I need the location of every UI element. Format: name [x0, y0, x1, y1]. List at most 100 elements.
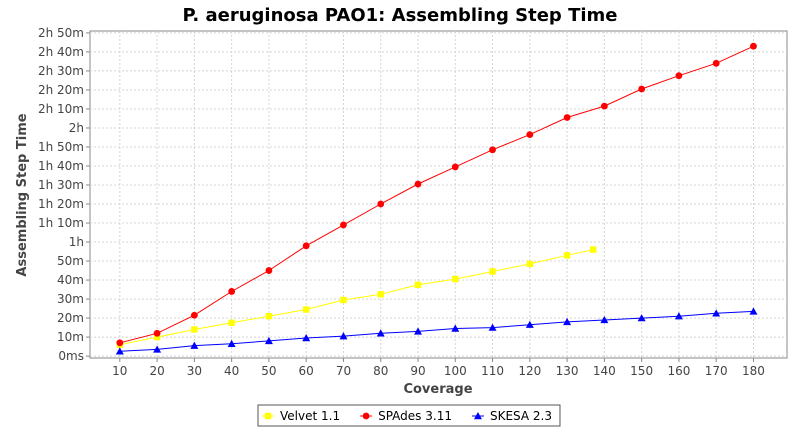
data-point	[153, 333, 161, 341]
legend-label: Velvet 1.1	[280, 409, 340, 423]
x-tick-label: 40	[224, 364, 239, 378]
data-point	[116, 339, 124, 347]
legend-marker	[473, 412, 482, 420]
x-tick-label: 90	[410, 364, 425, 378]
x-tick-label: 110	[481, 364, 504, 378]
legend-item: SKESA 2.3	[471, 409, 552, 423]
data-point	[674, 312, 683, 320]
x-tick-label: 10	[112, 364, 127, 378]
y-tick-label: 2h 40m	[38, 45, 84, 59]
data-point	[227, 339, 236, 347]
y-axis: 0ms 10m 20m 30m 40m 50m 1h 1h 10m 1h 20m 1h 30m 1h…	[38, 26, 90, 363]
data-point	[340, 296, 347, 304]
data-point	[488, 323, 497, 331]
legend-item: SPAdes 3.11	[360, 409, 452, 423]
series-spades-3-11	[116, 42, 757, 347]
x-tick-label: 100	[444, 364, 467, 378]
data-point	[750, 42, 757, 50]
x-tick-label: 60	[299, 364, 314, 378]
y-tick-label: 2h	[69, 121, 84, 135]
data-point	[489, 146, 496, 154]
data-point	[376, 329, 385, 337]
y-tick-label: 2h 20m	[38, 83, 84, 97]
plot-area	[89, 30, 788, 359]
data-point	[489, 268, 496, 275]
x-tick-label: 80	[373, 364, 388, 378]
data-point	[414, 180, 422, 188]
data-point	[589, 246, 597, 253]
data-point	[302, 306, 310, 313]
data-point	[749, 307, 758, 315]
data-point	[339, 332, 348, 340]
legend-label: SPAdes 3.11	[378, 409, 452, 423]
y-tick-label: 1h 30m	[38, 178, 84, 192]
data-point	[600, 315, 609, 324]
x-axis: 10 20 30 40 50 60 70 80 90 100 110 120 130 140 150 160 1…	[112, 358, 765, 378]
legend-item: Velvet 1.1	[262, 409, 340, 423]
y-tick-label: 1h 20m	[38, 197, 84, 211]
x-tick-label: 120	[518, 364, 541, 378]
data-point	[302, 334, 311, 342]
x-tick-label: 170	[705, 364, 728, 378]
series-skesa-2-3	[115, 307, 758, 355]
y-tick-label: 2h 10m	[38, 102, 84, 116]
data-point	[265, 267, 273, 274]
series-line	[119, 310, 754, 352]
data-point	[153, 345, 162, 353]
data-point	[712, 309, 721, 317]
data-point	[563, 114, 571, 121]
gridlines	[90, 31, 787, 358]
data-point	[414, 281, 422, 289]
y-tick-label: 2h 50m	[38, 26, 84, 40]
data-point	[340, 221, 347, 229]
y-tick-label: 1h 10m	[38, 216, 84, 230]
series-line	[119, 249, 594, 346]
x-tick-label: 160	[667, 364, 690, 378]
data-point	[526, 131, 534, 139]
x-tick-label: 20	[149, 364, 164, 378]
data-point	[638, 85, 646, 93]
legend-items: Velvet 1.1 SPAdes 3.11 SKESA 2.3	[262, 409, 552, 423]
data-point	[302, 242, 310, 250]
y-tick-label: 20m	[57, 311, 84, 325]
data-point	[264, 336, 273, 345]
legend-label: SKESA 2.3	[490, 409, 552, 423]
data-point	[712, 59, 720, 67]
data-point	[563, 317, 572, 326]
series-layer	[115, 42, 758, 355]
y-axis-label: Assembling Step Time	[15, 113, 30, 276]
legend-marker	[264, 412, 272, 420]
chart-title: P. aeruginosa PAO1: Assembling Step Time	[182, 5, 617, 26]
data-point	[228, 319, 235, 327]
data-point	[600, 102, 608, 110]
data-point	[563, 252, 571, 259]
data-point	[377, 200, 385, 208]
data-point	[191, 326, 198, 333]
data-point	[153, 329, 161, 337]
legend-box	[257, 404, 561, 427]
x-tick-label: 180	[742, 364, 765, 378]
data-point	[115, 347, 124, 355]
y-tick-label: 1h	[69, 235, 84, 249]
y-tick-label: 0ms	[58, 349, 84, 363]
data-point	[414, 327, 422, 335]
x-axis-label: Coverage	[403, 382, 472, 397]
legend: Velvet 1.1 SPAdes 3.11 SKESA 2.3	[257, 404, 561, 427]
y-tick-label: 1h 50m	[38, 140, 84, 154]
y-tick-label: 30m	[57, 292, 84, 306]
data-point	[452, 275, 459, 283]
data-point	[451, 163, 459, 171]
y-tick-label: 1h 40m	[38, 159, 84, 173]
data-point	[265, 312, 273, 320]
x-tick-label: 30	[187, 364, 202, 378]
data-point	[190, 311, 198, 319]
x-tick-label: 50	[261, 364, 276, 378]
series-line	[119, 45, 754, 344]
x-tick-label: 130	[556, 364, 579, 378]
data-point	[228, 288, 236, 295]
x-tick-label: 150	[630, 364, 653, 378]
legend-marker	[362, 412, 370, 420]
data-point	[451, 324, 460, 332]
data-point	[675, 72, 683, 80]
